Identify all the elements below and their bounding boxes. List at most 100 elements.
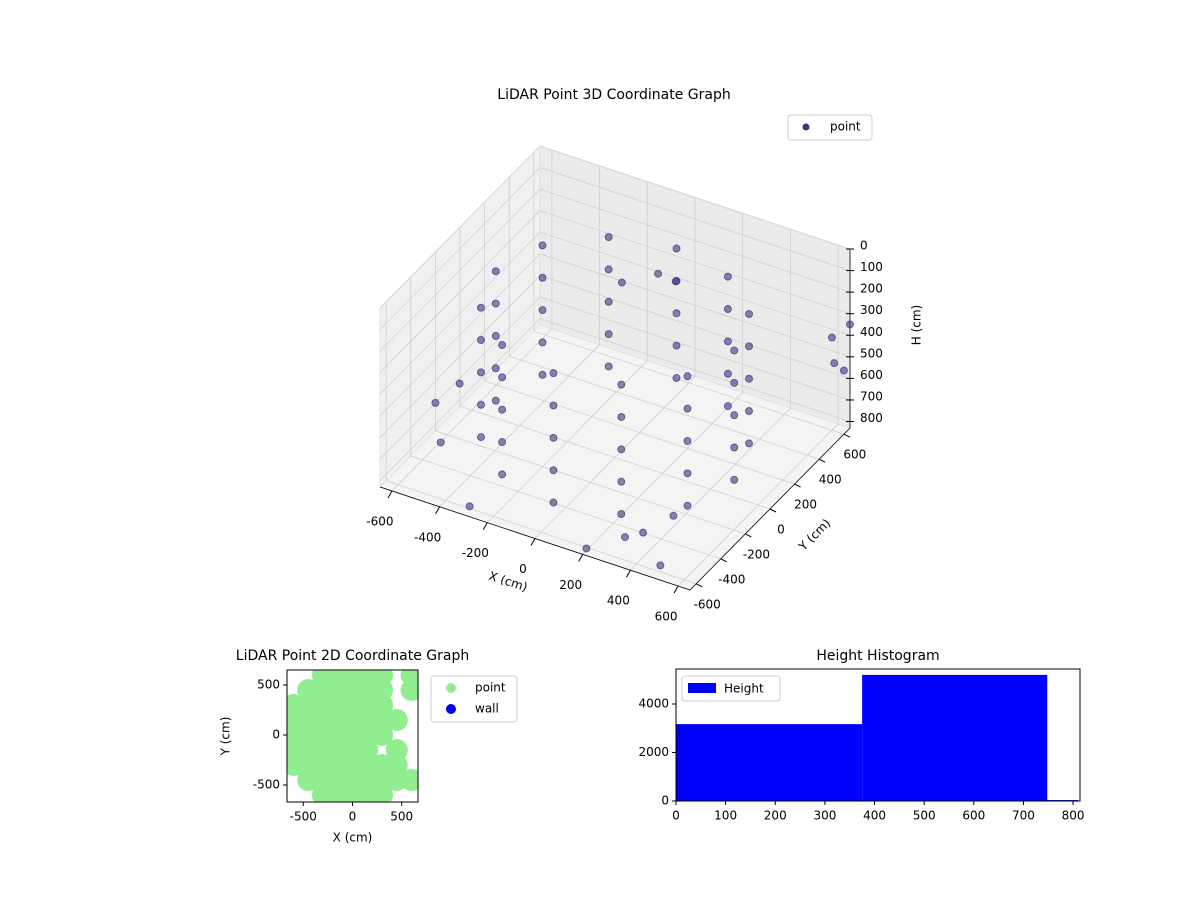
point [538,306,547,315]
point [730,378,739,387]
y-tick-label: 500 [257,678,280,692]
point [491,299,500,308]
x-tick-label: 400 [607,594,630,608]
z-axis-label: H (cm) [910,305,924,346]
point [723,402,732,411]
x-tick-label: 400 [863,809,886,823]
point [683,404,692,413]
bar [862,674,1048,801]
point [723,337,732,346]
z-tick-label: 500 [860,346,883,360]
legend-box [681,675,781,702]
point [656,561,665,570]
point [683,437,692,446]
grid-line [539,231,851,336]
z-tick-label: 400 [860,325,883,339]
point [604,265,613,274]
grid-line [539,210,851,315]
chart-title: LiDAR Point 2D Coordinate Graph [236,648,469,664]
x-tick [625,569,631,578]
point [745,439,754,448]
axes-frame [675,668,1081,802]
point [498,373,507,382]
x-tick [482,522,488,530]
legend-marker [688,683,716,693]
point [617,510,626,519]
point [723,272,732,281]
grid-line [379,231,541,395]
z-tick-label: 100 [860,260,883,274]
point [617,412,626,421]
point [730,346,739,355]
point [745,342,754,351]
point [745,310,754,319]
z-tick-label: 200 [860,282,883,296]
y-tick-label: 400 [819,473,842,487]
y-tick [769,508,777,513]
grid-line [539,253,851,358]
x-tick-label: -600 [366,514,393,528]
x-tick [435,506,441,515]
x-tick-label: 200 [559,578,582,592]
grid-line [379,318,541,481]
bar [676,724,863,801]
point [436,438,445,447]
grid-line [410,455,721,560]
x-tick-label: 800 [1062,809,1085,823]
x-tick-label: 700 [1012,809,1035,823]
point [621,533,629,542]
y-tick-label: 0 [661,794,669,808]
grid-line [379,253,541,417]
point [604,362,613,371]
y-tick [720,558,727,563]
point [498,470,507,479]
grid-line [539,145,851,250]
y-tick-label: 200 [794,498,817,512]
grid-line [379,145,541,309]
grid-line [539,318,851,422]
point [723,305,732,314]
grid-line [386,480,697,585]
point [669,511,678,520]
x-tick-label: 0 [672,809,680,823]
point [371,784,394,802]
point [672,309,681,318]
point [827,333,836,342]
x-tick-label: 600 [962,809,985,823]
z-tick-label: 300 [860,303,883,317]
y-tick-label: 600 [843,448,866,462]
x-tick [673,585,679,594]
point [549,433,558,442]
point [672,341,681,350]
point [549,369,558,378]
point [582,544,591,553]
point [400,769,418,791]
point [476,368,485,377]
y-tick [695,583,703,588]
x-tick-label: 500 [390,810,413,824]
legend-marker [802,123,810,131]
x-tick-label: 300 [813,809,836,823]
grid-line [484,380,795,485]
legend-label: wall [475,702,499,716]
point [745,407,754,416]
grid-line [379,296,541,460]
z-tick-label: 800 [860,411,883,425]
z-tick-label: 0 [860,239,868,253]
point [476,336,485,345]
x-tick-label: 200 [764,809,787,823]
point [683,372,692,381]
y-tick-label: -400 [718,572,745,586]
point [476,400,485,409]
z-tick-label: 700 [860,389,883,403]
point [617,278,626,287]
point [538,241,547,250]
point [538,370,547,379]
grid-line [539,275,851,379]
point [604,330,613,339]
x-tick [530,538,536,546]
grid-line [379,275,541,438]
grid-line [379,210,541,373]
point [617,380,626,389]
point [846,320,854,329]
